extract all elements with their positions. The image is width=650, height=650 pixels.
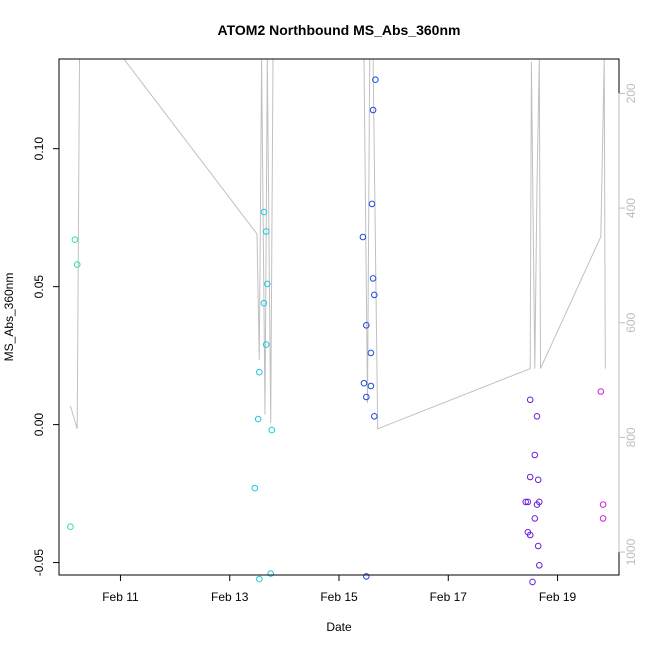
y2-tick-label: 200: [624, 83, 638, 103]
data-point: [599, 501, 607, 508]
data-point: [360, 379, 368, 387]
x-tick-label: Feb 15: [320, 590, 358, 604]
scatter-series: [67, 76, 607, 586]
x-axis-label: Date: [326, 620, 352, 634]
data-point: [363, 573, 370, 580]
y2-tick-label: 400: [624, 198, 638, 218]
y2-tick-label: 600: [624, 312, 638, 332]
x-axis: Feb 11 Feb 13 Feb 15 Feb 17 Feb 19: [102, 574, 577, 604]
line-series: [69, 59, 606, 430]
data-point: [363, 322, 370, 329]
data-point: [526, 531, 534, 539]
data-point: [368, 200, 376, 208]
data-point: [367, 382, 375, 390]
y-tick-label: -0.05: [32, 549, 46, 577]
line-series-path: [69, 59, 606, 430]
y2-tick-label: 800: [624, 427, 638, 447]
data-point: [536, 498, 543, 506]
data-point: [371, 413, 378, 420]
data-point: [262, 341, 270, 348]
data-point: [262, 228, 270, 235]
data-point: [71, 236, 79, 243]
data-point: [256, 368, 263, 376]
data-point: [359, 233, 367, 241]
chart-title: ATOM2 Northbound MS_Abs_360nm: [218, 22, 461, 38]
data-point: [267, 570, 275, 577]
data-point: [531, 451, 539, 459]
data-point: [264, 280, 271, 288]
y-tick-label: 0.05: [32, 275, 46, 299]
data-point: [67, 523, 74, 531]
data-point: [534, 476, 542, 484]
data-point: [526, 396, 534, 404]
y-axis-left: -0.05 0.00 0.05 0.10: [32, 137, 60, 577]
x-tick-label: Feb 17: [430, 590, 468, 604]
data-point: [531, 515, 539, 522]
x-tick-label: Feb 11: [102, 590, 139, 604]
data-point: [367, 349, 375, 357]
data-point: [260, 208, 268, 216]
data-point: [369, 275, 377, 282]
data-point: [526, 473, 534, 481]
data-point: [256, 575, 263, 583]
data-point: [522, 498, 530, 506]
data-point: [73, 261, 81, 268]
x-tick-label: Feb 13: [211, 590, 249, 604]
data-point: [599, 515, 607, 522]
data-point: [251, 484, 259, 492]
data-point: [597, 388, 605, 395]
data-point: [363, 393, 370, 401]
data-point: [260, 299, 268, 307]
y-axis-label: MS_Abs_360nm: [2, 273, 16, 362]
data-point: [369, 106, 377, 114]
data-point: [372, 76, 379, 83]
data-point: [524, 498, 532, 506]
data-point: [529, 578, 536, 586]
data-point: [534, 542, 542, 550]
data-point: [371, 291, 378, 299]
x-tick-label: Feb 19: [539, 590, 577, 604]
data-point: [254, 415, 262, 423]
y2-tick-label: 1000: [624, 538, 638, 565]
data-point: [268, 426, 276, 434]
y-tick-label: 0.00: [32, 413, 46, 437]
data-point: [533, 413, 541, 420]
y-tick-label: 0.10: [32, 137, 46, 161]
y-axis-right: 200 400 600 800 1000: [618, 83, 638, 565]
data-point: [536, 562, 543, 569]
